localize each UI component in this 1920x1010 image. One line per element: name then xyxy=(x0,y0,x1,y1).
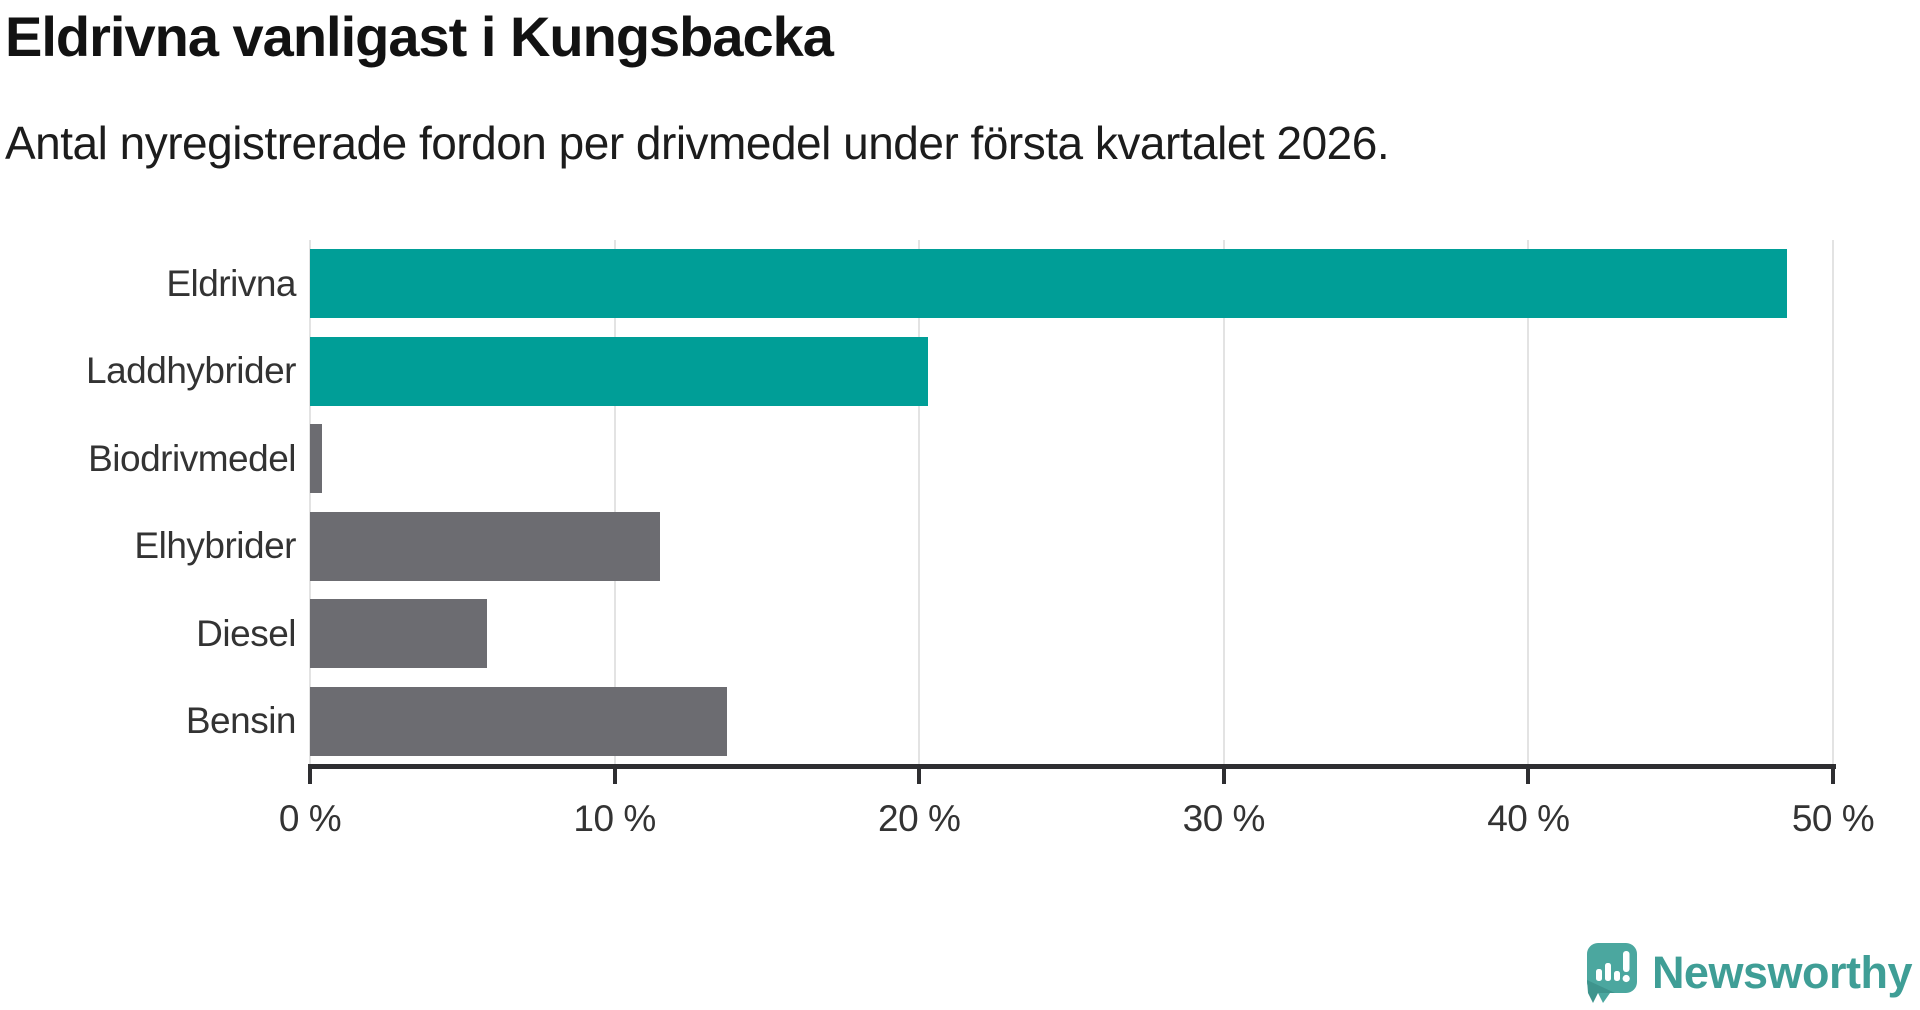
category-label-elhybrider: Elhybrider xyxy=(134,525,296,566)
bar-elhybrider xyxy=(310,511,661,581)
gridline-20 xyxy=(918,240,921,765)
bar-laddhybrider xyxy=(310,336,929,406)
category-label-laddhybrider: Laddhybrider xyxy=(86,350,296,391)
plot-area xyxy=(309,240,1834,765)
newsworthy-logo: Newsworthy xyxy=(1586,942,1913,1004)
x-tick-label-30: 30 % xyxy=(1182,798,1266,839)
x-tick-label-10: 10 % xyxy=(573,798,656,839)
gridline-0 xyxy=(309,240,311,765)
x-axis-tick-40 xyxy=(1526,764,1531,784)
category-label-bensin: Bensin xyxy=(185,700,297,741)
x-tick-label-20: 20 % xyxy=(878,798,961,839)
x-tick-label-0: 0 % xyxy=(278,798,342,839)
x-axis-tick-50 xyxy=(1831,764,1835,784)
gridline-40 xyxy=(1527,240,1530,765)
gridline-50 xyxy=(1832,240,1834,765)
newsworthy-logo-text: Newsworthy xyxy=(1651,947,1913,998)
chart-subtitle: Antal nyregistrerade fordon per drivmede… xyxy=(5,117,1390,169)
x-tick-label-40: 40 % xyxy=(1487,798,1570,839)
gridline-30 xyxy=(1222,240,1225,765)
bar-bensin xyxy=(310,686,728,756)
x-axis-tick-10 xyxy=(612,764,617,784)
bar-diesel xyxy=(310,599,487,668)
x-axis-tick-0 xyxy=(308,764,312,784)
x-axis-line xyxy=(310,764,1836,769)
bar-eldrivna xyxy=(310,249,1788,318)
bar-biodrivmedel xyxy=(310,424,323,493)
category-label-diesel: Diesel xyxy=(196,612,296,654)
x-tick-label-50: 50 % xyxy=(1791,798,1875,839)
category-label-eldrivna: Eldrivna xyxy=(166,262,296,304)
x-axis-tick-20 xyxy=(917,764,922,784)
category-label-biodrivmedel: Biodrivmedel xyxy=(88,437,296,479)
gridline-10 xyxy=(613,240,616,765)
chart-title: Eldrivna vanligast i Kungsbacka xyxy=(5,5,834,68)
newsworthy-speech-bubble-chart-icon xyxy=(1586,943,1637,1003)
x-axis-tick-30 xyxy=(1221,764,1226,784)
